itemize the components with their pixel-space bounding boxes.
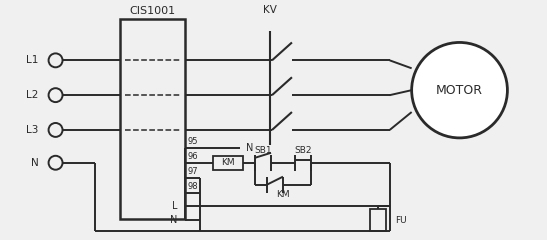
Text: L3: L3	[26, 125, 39, 135]
Text: 97: 97	[188, 167, 199, 176]
Text: KM: KM	[276, 190, 290, 199]
Text: L2: L2	[26, 90, 39, 100]
Text: 96: 96	[188, 152, 199, 161]
Text: L: L	[172, 202, 177, 211]
Bar	[213, 156, 243, 170]
Text: SB1: SB1	[254, 146, 272, 155]
Text: SB2: SB2	[294, 146, 312, 155]
Text: MOTOR: MOTOR	[436, 84, 483, 97]
Text: 98: 98	[188, 182, 199, 191]
Text: 95: 95	[188, 137, 199, 146]
Bar	[370, 210, 386, 231]
Text: N: N	[170, 216, 177, 225]
Circle shape	[412, 42, 508, 138]
Bar	[120, 18, 185, 219]
Text: KV: KV	[263, 5, 277, 15]
Text: CIS1001: CIS1001	[130, 6, 176, 16]
Text: N: N	[246, 143, 254, 153]
Text: L1: L1	[26, 55, 39, 65]
Text: KM: KM	[222, 158, 235, 167]
Text: FU: FU	[395, 216, 406, 225]
Text: N: N	[31, 158, 39, 168]
